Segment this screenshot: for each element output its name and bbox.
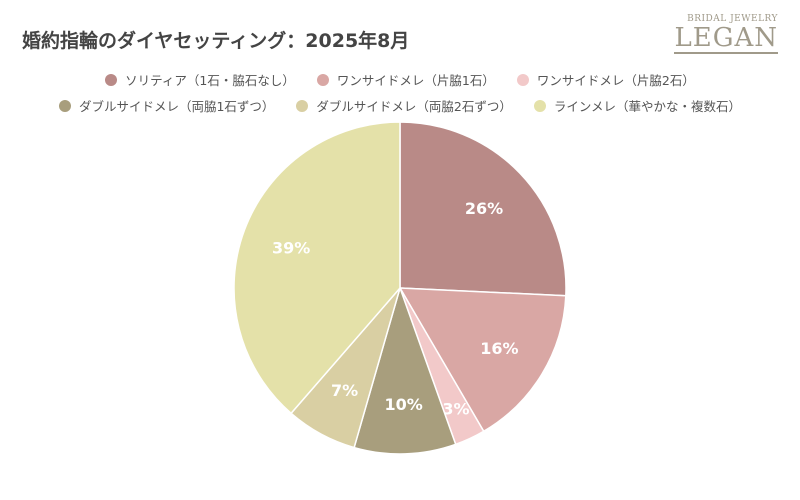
legend-swatch — [296, 99, 309, 112]
legend-swatch — [533, 99, 546, 112]
brand-logo: BRIDAL JEWELRY LEGAN — [674, 14, 778, 54]
legend-item[interactable]: ワンサイドメレ（片脇1石） — [316, 70, 495, 89]
legend-label: ダブルサイドメレ（両脇1石ずつ） — [78, 99, 275, 114]
pie-slice[interactable] — [353, 285, 457, 455]
pie-slice[interactable] — [399, 121, 567, 297]
data-label: 7% — [331, 381, 358, 400]
pie-slice[interactable] — [398, 287, 567, 433]
logo-subtitle: BRIDAL JEWELRY — [687, 14, 778, 24]
legend-item[interactable]: ワンサイドメレ（片脇2石） — [516, 70, 695, 89]
legend-swatch — [516, 73, 529, 86]
legend-item[interactable]: ラインメレ（華やかな・複数石） — [533, 96, 742, 115]
pie-slice[interactable] — [233, 121, 401, 415]
legend-label: ワンサイドメレ（片脇1石） — [336, 73, 495, 88]
data-label: 3% — [442, 399, 469, 418]
logo-name: LEGAN — [674, 23, 778, 54]
chart-title: 婚約指輪のダイヤセッティング：2025年8月 — [22, 30, 410, 52]
data-label: 26% — [465, 199, 503, 218]
legend-swatch — [316, 73, 329, 86]
legend-row-1: ソリティア（1石・脇石なし） ワンサイドメレ（片脇1石） ワンサイドメレ（片脇2石） — [0, 70, 800, 89]
legend-label: ワンサイドメレ（片脇2石） — [536, 73, 695, 88]
legend-label: ダブルサイドメレ（両脇2石ずつ） — [316, 99, 512, 114]
legend-swatch — [58, 99, 71, 112]
data-label: 10% — [384, 395, 422, 414]
legend-item[interactable]: ソリティア（1石・脇石なし） — [105, 70, 295, 89]
legend-row-2: ダブルサイドメレ（両脇1石ずつ） ダブルサイドメレ（両脇2石ずつ） ラインメレ（華や… — [0, 96, 800, 115]
legend-label: ソリティア（1石・脇石なし） — [125, 73, 295, 88]
legend-item[interactable]: ダブルサイドメレ（両脇2石ずつ） — [296, 96, 512, 115]
legend-swatch — [105, 73, 118, 86]
data-label: 39% — [272, 238, 310, 257]
data-label: 16% — [480, 339, 518, 358]
legend-item[interactable]: ダブルサイドメレ（両脇1石ずつ） — [58, 96, 275, 115]
legend-label: ラインメレ（華やかな・複数石） — [553, 99, 742, 114]
